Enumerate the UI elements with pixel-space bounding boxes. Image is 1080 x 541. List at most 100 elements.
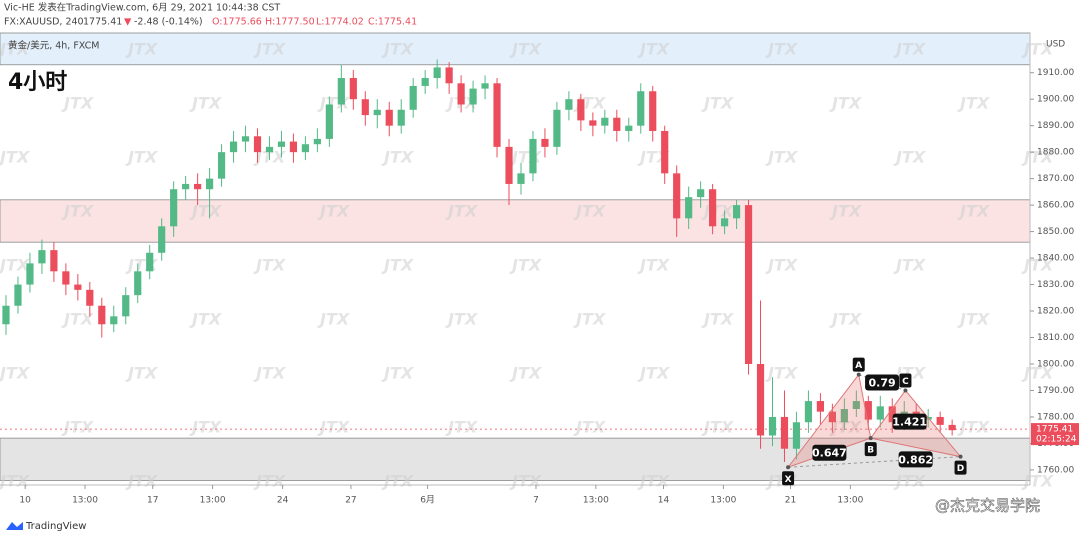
point-box bbox=[899, 373, 912, 388]
candle-body bbox=[110, 316, 118, 325]
candle-body bbox=[589, 120, 597, 126]
candle-body bbox=[98, 305, 106, 325]
watermark: JTX bbox=[0, 472, 30, 491]
watermark: JTX bbox=[381, 148, 414, 167]
pattern-point bbox=[786, 465, 791, 470]
ohlc-open: O:1775.66 bbox=[212, 17, 262, 28]
candle-body bbox=[565, 99, 573, 110]
candle-body bbox=[756, 363, 765, 436]
change-arrow: ▼ bbox=[124, 17, 132, 28]
ratio-box bbox=[892, 413, 927, 430]
plot: JTX JTX JTX JTX JTX JTX JTX JTX JTX JTX JTX JTX JTX J… bbox=[0, 32, 1079, 506]
candle-body bbox=[553, 109, 561, 147]
candle-body bbox=[613, 117, 621, 131]
watermark: JTX bbox=[317, 418, 350, 437]
watermark: JTX bbox=[317, 310, 350, 329]
x-tick-label: 13:00 bbox=[583, 496, 609, 506]
candle-body bbox=[661, 130, 669, 174]
y-tick-label: 1890.00 bbox=[1037, 121, 1074, 131]
candle-body bbox=[804, 401, 813, 423]
watermark: JTX bbox=[637, 40, 670, 59]
candle-body bbox=[445, 67, 453, 84]
point-label: A bbox=[855, 361, 862, 371]
symbol: FX:XAUUSD, 240 bbox=[4, 17, 84, 28]
candle-body bbox=[206, 178, 214, 190]
candle-body bbox=[816, 401, 824, 412]
ratio-label: 0.647 bbox=[812, 447, 847, 460]
watermark: JTX bbox=[893, 256, 926, 275]
x-tick-label: 13:00 bbox=[200, 496, 226, 506]
candle-body bbox=[134, 271, 142, 296]
watermark: JTX bbox=[317, 94, 350, 113]
candle-body bbox=[217, 152, 226, 179]
watermark: JTX bbox=[253, 40, 286, 59]
candle-body bbox=[744, 205, 753, 364]
watermark: JTX bbox=[317, 202, 350, 221]
candle-body bbox=[289, 141, 298, 153]
ratio-label: 1.421 bbox=[892, 416, 927, 429]
header: Vic-HE 发表在TradingView.com, 6月 29, 2021 1… bbox=[4, 2, 280, 14]
pattern-point bbox=[856, 372, 861, 377]
ratio-label: 0.862 bbox=[898, 453, 933, 466]
watermark: JTX bbox=[381, 364, 414, 383]
watermark: JTX bbox=[829, 202, 862, 221]
point-label: X bbox=[785, 475, 792, 485]
watermark: JTX bbox=[573, 418, 606, 437]
candle-body bbox=[649, 91, 657, 131]
watermark: JTX bbox=[253, 256, 286, 275]
ohlc-low: L:1774.02 bbox=[316, 17, 364, 28]
candle-body bbox=[517, 173, 525, 184]
zone bbox=[0, 32, 1031, 66]
watermark: JTX bbox=[0, 364, 30, 383]
zone bbox=[0, 437, 1031, 481]
x-tick-label: 13:00 bbox=[837, 496, 863, 506]
watermark: JTX bbox=[125, 364, 158, 383]
point-label: B bbox=[867, 446, 874, 456]
candle-body bbox=[421, 78, 429, 86]
x-tick-label: 7 bbox=[533, 496, 539, 506]
x-tick-label: 27 bbox=[345, 496, 356, 506]
watermark: JTX bbox=[253, 364, 286, 383]
watermark: JTX bbox=[957, 94, 990, 113]
candle-body bbox=[325, 104, 333, 139]
x-tick-label: 21 bbox=[785, 496, 796, 506]
candle-body bbox=[948, 424, 956, 431]
author-mark: @杰克交易学院 bbox=[935, 497, 1040, 515]
watermark: JTX bbox=[125, 472, 158, 491]
watermark: JTX bbox=[1021, 364, 1054, 383]
candle-body bbox=[792, 422, 801, 449]
y-tick-label: 1840.00 bbox=[1037, 254, 1074, 264]
watermark: JTX bbox=[509, 40, 542, 59]
currency: USD bbox=[1046, 40, 1065, 50]
watermark: JTX bbox=[1021, 148, 1054, 167]
watermark: JTX bbox=[957, 202, 990, 221]
zone bbox=[0, 199, 1031, 243]
pattern-point bbox=[903, 388, 908, 393]
y-tick-label: 1900.00 bbox=[1037, 95, 1074, 105]
candle-body bbox=[433, 67, 441, 79]
candle-body bbox=[625, 125, 633, 131]
y-tick-label: 1850.00 bbox=[1037, 227, 1074, 237]
candle-body bbox=[277, 141, 286, 147]
candle-body bbox=[505, 146, 513, 184]
candle-body bbox=[469, 88, 477, 105]
ratio-box bbox=[812, 444, 847, 461]
watermark: JTX bbox=[61, 94, 94, 113]
brand-icon bbox=[6, 522, 23, 530]
last: 1775.41 bbox=[83, 17, 122, 28]
candle-body bbox=[385, 109, 393, 126]
watermark: JTX bbox=[829, 310, 862, 329]
watermark: JTX bbox=[893, 472, 926, 491]
watermark: JTX bbox=[125, 148, 158, 167]
symbol-line: FX:XAUUSD, 240 1775.41 ▼ -2.48 (-0.14%) … bbox=[4, 17, 417, 28]
x-tick-label: 10 bbox=[19, 496, 31, 506]
candle-body bbox=[852, 401, 860, 410]
watermark: JTX bbox=[1021, 472, 1054, 491]
candle-body bbox=[409, 85, 417, 110]
ratio-box bbox=[898, 451, 933, 468]
candle-body bbox=[876, 406, 884, 420]
point-box bbox=[852, 357, 865, 372]
candle-body bbox=[768, 416, 777, 436]
candle-body bbox=[493, 83, 501, 147]
